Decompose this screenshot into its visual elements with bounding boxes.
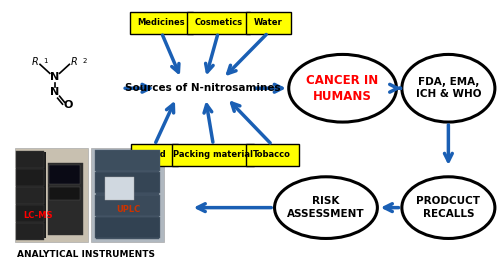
FancyBboxPatch shape <box>16 223 44 240</box>
Text: O: O <box>64 100 73 110</box>
FancyBboxPatch shape <box>131 144 178 166</box>
Ellipse shape <box>288 54 397 122</box>
FancyBboxPatch shape <box>96 172 160 193</box>
Text: FDA, EMA,
ICH & WHO: FDA, EMA, ICH & WHO <box>416 77 481 99</box>
FancyBboxPatch shape <box>16 187 44 204</box>
FancyBboxPatch shape <box>187 12 250 34</box>
Text: R: R <box>71 57 78 67</box>
Ellipse shape <box>274 177 378 238</box>
Text: R: R <box>32 57 38 67</box>
Text: N: N <box>50 72 59 82</box>
FancyBboxPatch shape <box>91 148 164 243</box>
Text: UPLC: UPLC <box>116 205 140 214</box>
Text: 2: 2 <box>82 58 86 64</box>
FancyBboxPatch shape <box>16 151 44 168</box>
FancyBboxPatch shape <box>16 152 46 238</box>
Text: PRODCUCT
RECALLS: PRODCUCT RECALLS <box>416 196 480 219</box>
Text: Packing material: Packing material <box>174 150 254 159</box>
FancyBboxPatch shape <box>96 151 160 240</box>
Ellipse shape <box>402 177 495 238</box>
FancyBboxPatch shape <box>130 12 193 34</box>
FancyBboxPatch shape <box>16 205 44 222</box>
Text: Water: Water <box>254 18 282 27</box>
Text: Food: Food <box>143 150 166 159</box>
Text: ANALYTICAL INSTRUMENTS: ANALYTICAL INSTRUMENTS <box>16 250 154 259</box>
Text: RISK
ASSESSMENT: RISK ASSESSMENT <box>287 196 365 219</box>
FancyBboxPatch shape <box>96 195 160 216</box>
FancyBboxPatch shape <box>50 165 80 184</box>
FancyBboxPatch shape <box>105 177 134 200</box>
FancyBboxPatch shape <box>96 217 160 238</box>
FancyBboxPatch shape <box>172 144 254 166</box>
Text: 1: 1 <box>43 58 48 64</box>
FancyBboxPatch shape <box>96 150 160 171</box>
FancyBboxPatch shape <box>246 12 290 34</box>
FancyBboxPatch shape <box>14 148 88 243</box>
Text: Cosmetics: Cosmetics <box>194 18 242 27</box>
Text: Medicines: Medicines <box>138 18 185 27</box>
FancyBboxPatch shape <box>16 169 44 186</box>
Text: Sources of N-nitrosamines: Sources of N-nitrosamines <box>125 83 280 93</box>
Text: N: N <box>50 87 59 97</box>
Text: Tobacco: Tobacco <box>253 150 291 159</box>
Ellipse shape <box>402 54 495 122</box>
FancyBboxPatch shape <box>50 187 80 200</box>
Text: LC-MS: LC-MS <box>24 211 53 220</box>
Text: CANCER IN
HUMANS: CANCER IN HUMANS <box>306 74 378 103</box>
FancyBboxPatch shape <box>246 144 298 166</box>
FancyBboxPatch shape <box>48 163 83 235</box>
